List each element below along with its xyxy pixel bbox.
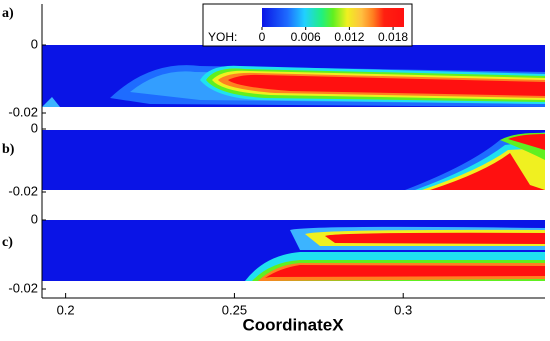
colorbar-tick-label: 0.012: [334, 30, 364, 44]
colorbar-tick-label: 0: [259, 30, 266, 44]
panel-label: a): [2, 6, 14, 21]
y-tick-label: 0: [31, 36, 38, 51]
contour-b: [42, 130, 545, 190]
x-axis-label: CoordinateX: [242, 315, 344, 334]
contour-c: [42, 220, 545, 281]
x-tick-label: 0.3: [394, 302, 412, 317]
x-tick-label: 0.25: [222, 302, 247, 317]
colorbar: [262, 8, 404, 27]
colorbar-tick-label: 0.018: [378, 30, 408, 44]
colorbar-label: YOH:: [208, 30, 237, 44]
panel-label: c): [2, 235, 13, 250]
y-tick-label: 0: [31, 120, 38, 135]
y-tick-label: 0: [31, 211, 38, 226]
x-tick-label: 0.2: [57, 302, 75, 317]
colorbar-tick-label: 0.006: [291, 30, 321, 44]
y-tick-label: -0.02: [8, 280, 38, 295]
contour-a: [42, 45, 545, 107]
y-tick-label: -0.02: [8, 183, 38, 198]
panel-label: b): [2, 142, 15, 157]
y-tick-label: -0.02: [8, 104, 38, 119]
